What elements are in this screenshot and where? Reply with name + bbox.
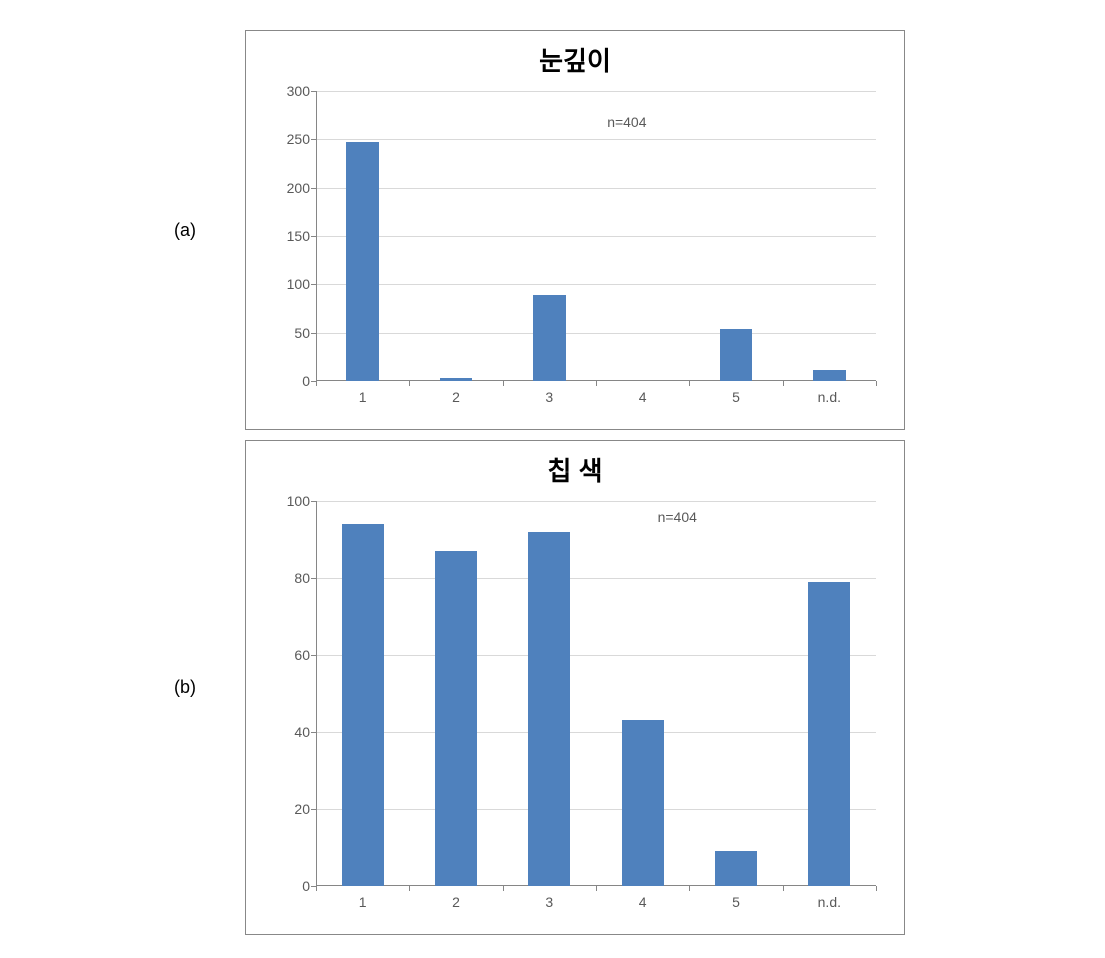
x-tick-mark bbox=[503, 381, 504, 386]
y-tick-label: 0 bbox=[302, 878, 310, 894]
y-axis bbox=[316, 501, 317, 886]
annotation: n=404 bbox=[658, 509, 697, 525]
chart-a-title: 눈깊이 bbox=[246, 31, 904, 78]
x-tick-mark bbox=[316, 381, 317, 386]
bar bbox=[622, 720, 664, 886]
x-tick-label: 3 bbox=[545, 389, 553, 405]
x-tick-label: n.d. bbox=[818, 389, 841, 405]
grid-line bbox=[316, 139, 876, 140]
y-tick-label: 250 bbox=[287, 131, 310, 147]
y-tick-label: 0 bbox=[302, 373, 310, 389]
grid-line bbox=[316, 236, 876, 237]
x-tick-mark bbox=[316, 886, 317, 891]
bar bbox=[342, 524, 384, 886]
x-tick-mark bbox=[783, 381, 784, 386]
x-tick-label: 1 bbox=[359, 389, 367, 405]
x-tick-mark bbox=[409, 886, 410, 891]
x-tick-label: 1 bbox=[359, 894, 367, 910]
bar bbox=[720, 329, 753, 381]
grid-line bbox=[316, 732, 876, 733]
x-tick-label: n.d. bbox=[818, 894, 841, 910]
grid-line bbox=[316, 655, 876, 656]
bar bbox=[528, 532, 570, 886]
bar bbox=[440, 378, 473, 381]
y-tick-label: 200 bbox=[287, 180, 310, 196]
x-tick-mark bbox=[876, 381, 877, 386]
x-tick-label: 4 bbox=[639, 389, 647, 405]
chart-b-label: (b) bbox=[165, 677, 205, 698]
x-tick-mark bbox=[876, 886, 877, 891]
chart-a-wrapper: (a) 눈깊이 05010015020025030012345n.d.n=404 bbox=[165, 30, 905, 430]
y-tick-label: 40 bbox=[294, 724, 310, 740]
bar bbox=[533, 295, 566, 381]
bar bbox=[715, 851, 757, 886]
y-tick-label: 150 bbox=[287, 228, 310, 244]
chart-b-plot: 02040608010012345n.d.n=404 bbox=[316, 501, 876, 886]
x-tick-label: 2 bbox=[452, 389, 460, 405]
y-tick-label: 300 bbox=[287, 83, 310, 99]
y-tick-label: 80 bbox=[294, 570, 310, 586]
x-tick-label: 2 bbox=[452, 894, 460, 910]
grid-line bbox=[316, 188, 876, 189]
y-tick-label: 20 bbox=[294, 801, 310, 817]
chart-b-container: 칩 색 02040608010012345n.d.n=404 bbox=[245, 440, 905, 935]
chart-a-label: (a) bbox=[165, 220, 205, 241]
grid-line bbox=[316, 284, 876, 285]
x-tick-mark bbox=[503, 886, 504, 891]
x-tick-mark bbox=[689, 381, 690, 386]
annotation: n=404 bbox=[607, 114, 646, 130]
x-tick-mark bbox=[596, 886, 597, 891]
y-tick-label: 50 bbox=[294, 325, 310, 341]
x-tick-label: 5 bbox=[732, 389, 740, 405]
x-tick-label: 4 bbox=[639, 894, 647, 910]
x-tick-label: 3 bbox=[545, 894, 553, 910]
bar bbox=[808, 582, 850, 886]
grid-line bbox=[316, 578, 876, 579]
grid-line bbox=[316, 333, 876, 334]
bar bbox=[435, 551, 477, 886]
grid-line bbox=[316, 809, 876, 810]
x-tick-mark bbox=[596, 381, 597, 386]
x-tick-mark bbox=[783, 886, 784, 891]
chart-b-title: 칩 색 bbox=[246, 441, 904, 488]
chart-b-wrapper: (b) 칩 색 02040608010012345n.d.n=404 bbox=[165, 440, 905, 935]
chart-a-container: 눈깊이 05010015020025030012345n.d.n=404 bbox=[245, 30, 905, 430]
y-axis bbox=[316, 91, 317, 381]
grid-line bbox=[316, 91, 876, 92]
y-tick-label: 100 bbox=[287, 276, 310, 292]
y-tick-label: 100 bbox=[287, 493, 310, 509]
bar bbox=[346, 142, 379, 381]
x-tick-label: 5 bbox=[732, 894, 740, 910]
chart-a-plot: 05010015020025030012345n.d.n=404 bbox=[316, 91, 876, 381]
x-tick-mark bbox=[409, 381, 410, 386]
x-tick-mark bbox=[689, 886, 690, 891]
grid-line bbox=[316, 501, 876, 502]
y-tick-label: 60 bbox=[294, 647, 310, 663]
bar bbox=[813, 370, 846, 381]
